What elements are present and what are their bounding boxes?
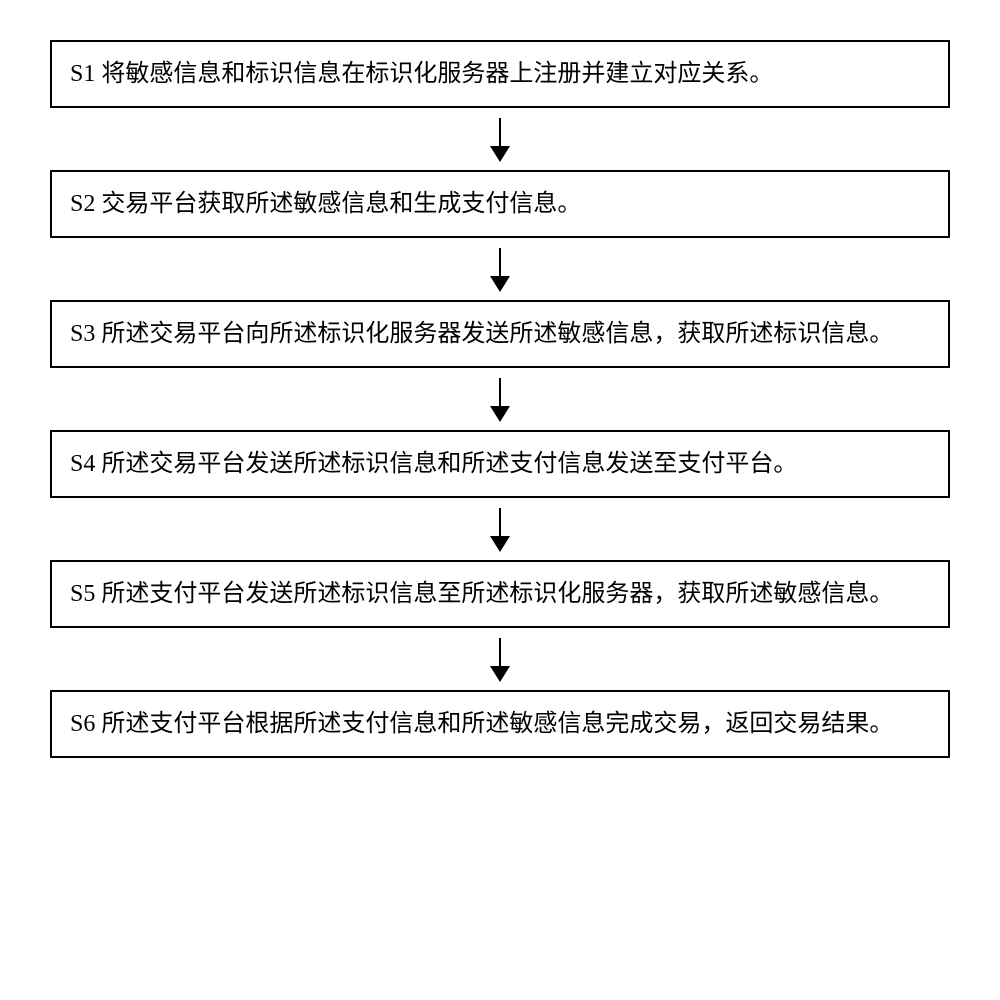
step-label: S1 [70,61,95,87]
arrow-connector [499,238,501,300]
arrow-connector [499,628,501,690]
step-text: 所述支付平台发送所述标识信息至所述标识化服务器，获取所述敏感信息。 [101,581,893,607]
step-box-s5: S5 所述支付平台发送所述标识信息至所述标识化服务器，获取所述敏感信息。 [50,560,950,628]
step-text: 将敏感信息和标识信息在标识化服务器上注册并建立对应关系。 [101,61,773,87]
step-box-s4: S4 所述交易平台发送所述标识信息和所述支付信息发送至支付平台。 [50,430,950,498]
flowchart-container: S1 将敏感信息和标识信息在标识化服务器上注册并建立对应关系。 S2 交易平台获… [50,40,950,758]
step-label: S4 [70,451,95,477]
arrow-connector [499,498,501,560]
arrow-down-icon [499,248,501,290]
step-box-s6: S6 所述支付平台根据所述支付信息和所述敏感信息完成交易，返回交易结果。 [50,690,950,758]
step-box-s2: S2 交易平台获取所述敏感信息和生成支付信息。 [50,170,950,238]
step-label: S2 [70,191,95,217]
step-text: 所述交易平台向所述标识化服务器发送所述敏感信息，获取所述标识信息。 [101,321,893,347]
step-label: S6 [70,711,95,737]
step-label: S3 [70,321,95,347]
arrow-down-icon [499,378,501,420]
arrow-connector [499,368,501,430]
arrow-connector [499,108,501,170]
step-label: S5 [70,581,95,607]
arrow-down-icon [499,118,501,160]
step-text: 交易平台获取所述敏感信息和生成支付信息。 [101,191,581,217]
step-box-s1: S1 将敏感信息和标识信息在标识化服务器上注册并建立对应关系。 [50,40,950,108]
arrow-down-icon [499,508,501,550]
step-text: 所述交易平台发送所述标识信息和所述支付信息发送至支付平台。 [101,451,797,477]
arrow-down-icon [499,638,501,680]
step-box-s3: S3 所述交易平台向所述标识化服务器发送所述敏感信息，获取所述标识信息。 [50,300,950,368]
step-text: 所述支付平台根据所述支付信息和所述敏感信息完成交易，返回交易结果。 [101,711,893,737]
